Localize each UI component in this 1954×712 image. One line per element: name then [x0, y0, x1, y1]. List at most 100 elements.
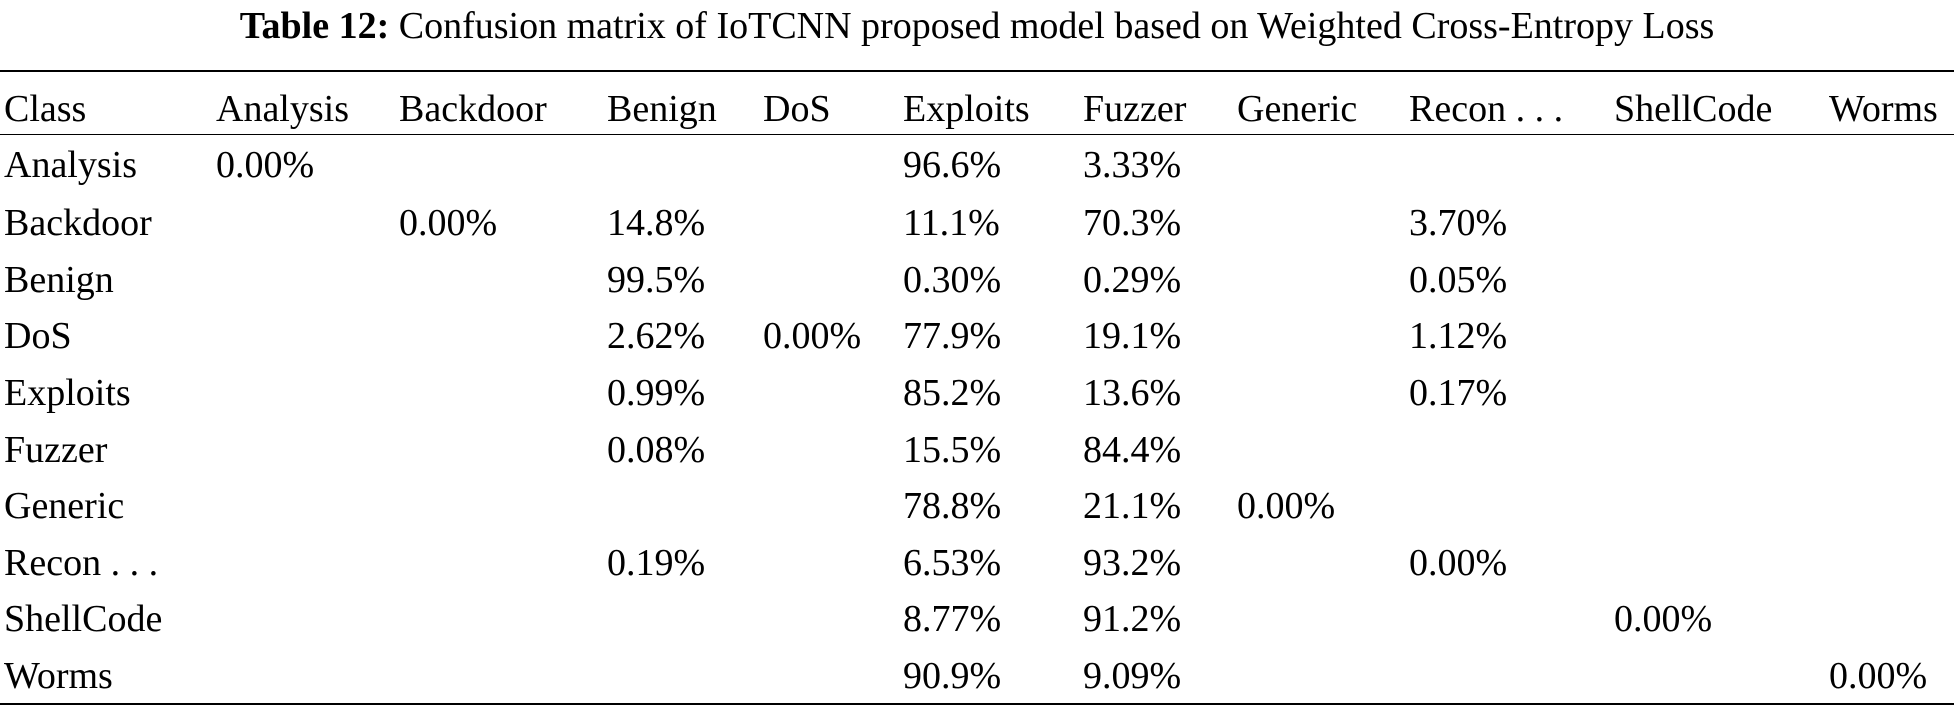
- matrix-cell: [1409, 591, 1614, 648]
- matrix-cell: 21.1%: [1083, 485, 1182, 528]
- table-row: Backdoor 0.00% 14.8% 11.1% 70.3% 3.70%: [0, 195, 1954, 252]
- matrix-cell: 0.30%: [903, 258, 1002, 301]
- matrix-cell: [1237, 308, 1409, 365]
- row-label: Backdoor: [4, 202, 152, 245]
- matrix-cell: 11.1%: [903, 202, 1000, 245]
- matrix-cell: [763, 648, 903, 705]
- column-header: Fuzzer: [1083, 88, 1187, 130]
- matrix-cell: 0.17%: [1409, 372, 1508, 415]
- matrix-cell: [216, 535, 399, 592]
- matrix-cell: [1614, 535, 1829, 592]
- matrix-cell: [763, 135, 903, 195]
- table-row: DoS 2.62% 0.00% 77.9% 19.1% 1.12%: [0, 308, 1954, 365]
- matrix-cell: [763, 421, 903, 478]
- table-header: Class Analysis Backdoor Benign DoS Exploits Fu…: [0, 83, 1954, 135]
- matrix-cell: [216, 195, 399, 252]
- matrix-cell: [216, 308, 399, 365]
- matrix-cell: [607, 648, 763, 705]
- matrix-cell: [1409, 135, 1614, 195]
- matrix-cell: 15.5%: [903, 428, 1002, 471]
- matrix-cell: [399, 135, 607, 195]
- matrix-cell: [399, 252, 607, 309]
- header-row: Class Analysis Backdoor Benign DoS Exploits Fu…: [0, 83, 1954, 135]
- matrix-cell: [399, 421, 607, 478]
- matrix-cell: 0.00%: [1829, 655, 1928, 698]
- row-label: Recon . . .: [4, 541, 159, 584]
- matrix-cell: 0.00%: [1237, 485, 1336, 528]
- matrix-cell: [1409, 478, 1614, 535]
- matrix-cell: [1829, 135, 1954, 195]
- header-rule: [0, 134, 1954, 135]
- matrix-cell: [399, 308, 607, 365]
- matrix-cell: [1614, 252, 1829, 309]
- matrix-cell: 0.99%: [607, 372, 706, 415]
- column-header: Analysis: [216, 88, 349, 130]
- row-label: DoS: [4, 315, 72, 358]
- column-header: DoS: [763, 88, 831, 130]
- table-caption: Table 12: Confusion matrix of IoTCNN pro…: [0, 0, 1954, 58]
- matrix-cell: 93.2%: [1083, 541, 1182, 584]
- column-header: Benign: [607, 88, 717, 130]
- matrix-cell: [1237, 135, 1409, 195]
- row-label: Analysis: [4, 144, 137, 186]
- matrix-cell: [216, 648, 399, 705]
- table-row: ShellCode 8.77% 91.2% 0.00%: [0, 591, 1954, 648]
- matrix-cell: [1614, 421, 1829, 478]
- matrix-cell: [1829, 591, 1954, 648]
- matrix-cell: 0.00%: [216, 144, 315, 186]
- matrix-cell: 0.19%: [607, 541, 706, 584]
- matrix-cell: [399, 478, 607, 535]
- matrix-cell: 91.2%: [1083, 598, 1182, 641]
- matrix-cell: [399, 648, 607, 705]
- matrix-cell: [216, 478, 399, 535]
- matrix-cell: [1829, 252, 1954, 309]
- matrix-cell: 0.00%: [1409, 541, 1508, 584]
- matrix-cell: 0.08%: [607, 428, 706, 471]
- matrix-cell: 3.70%: [1409, 202, 1508, 245]
- matrix-cell: 99.5%: [607, 258, 706, 301]
- matrix-cell: [763, 195, 903, 252]
- matrix-cell: [1237, 365, 1409, 422]
- matrix-cell: 70.3%: [1083, 202, 1182, 245]
- table-caption-label: Table 12:: [239, 5, 390, 47]
- matrix-cell: [1614, 478, 1829, 535]
- matrix-cell: [1614, 648, 1829, 705]
- matrix-cell: 0.00%: [763, 315, 862, 358]
- matrix-cell: [607, 591, 763, 648]
- matrix-cell: [399, 535, 607, 592]
- matrix-cell: [763, 365, 903, 422]
- matrix-cell: [607, 135, 763, 195]
- table-caption-text: Confusion matrix of IoTCNN proposed mode…: [398, 5, 1715, 47]
- matrix-cell: 77.9%: [903, 315, 1002, 358]
- matrix-cell: [216, 421, 399, 478]
- matrix-cell: [1829, 535, 1954, 592]
- table-row: Recon . . . 0.19% 6.53% 93.2% 0.00%: [0, 535, 1954, 592]
- table-row: Analysis 0.00% 96.6% 3.33%: [0, 135, 1954, 195]
- matrix-cell: [1614, 135, 1829, 195]
- matrix-cell: [1409, 648, 1614, 705]
- matrix-cell: [763, 535, 903, 592]
- matrix-cell: [1409, 421, 1614, 478]
- row-label: Exploits: [4, 372, 131, 415]
- matrix-cell: 78.8%: [903, 485, 1002, 528]
- matrix-cell: [1237, 535, 1409, 592]
- confusion-matrix-table: Class Analysis Backdoor Benign DoS Exploits Fu…: [0, 83, 1954, 704]
- matrix-cell: 96.6%: [903, 144, 1002, 186]
- column-header: Generic: [1237, 88, 1358, 130]
- matrix-cell: 0.00%: [1614, 598, 1713, 641]
- matrix-cell: [1614, 308, 1829, 365]
- matrix-cell: 0.29%: [1083, 258, 1182, 301]
- table-row: Worms 90.9% 9.09% 0.00%: [0, 648, 1954, 705]
- matrix-cell: [399, 365, 607, 422]
- column-header: Exploits: [903, 88, 1030, 130]
- matrix-cell: [399, 591, 607, 648]
- matrix-cell: 13.6%: [1083, 372, 1182, 415]
- matrix-cell: 19.1%: [1083, 315, 1182, 358]
- matrix-cell: [607, 478, 763, 535]
- matrix-cell: [763, 591, 903, 648]
- matrix-cell: 0.05%: [1409, 258, 1508, 301]
- matrix-cell: [763, 478, 903, 535]
- table-row: Fuzzer 0.08% 15.5% 84.4%: [0, 421, 1954, 478]
- matrix-cell: [1614, 365, 1829, 422]
- table-row: Generic 78.8% 21.1% 0.00%: [0, 478, 1954, 535]
